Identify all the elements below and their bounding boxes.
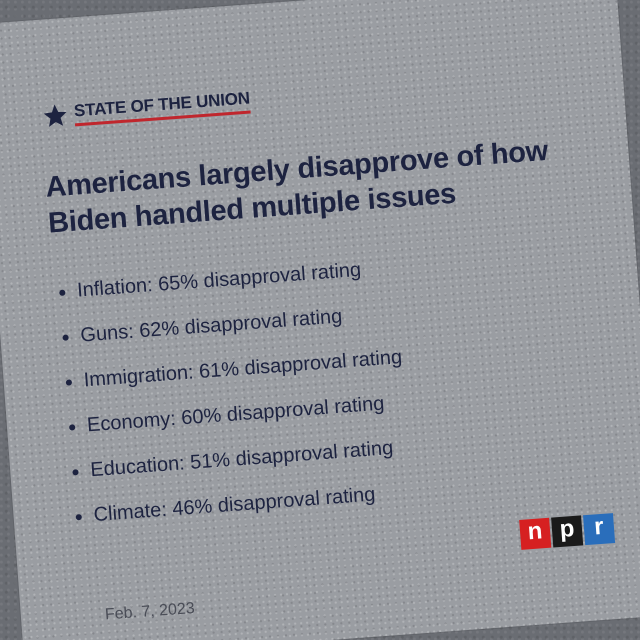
bullet-icon (65, 378, 73, 386)
section-label: STATE OF THE UNION (73, 88, 251, 127)
star-icon (43, 104, 67, 127)
bullet-icon (75, 513, 82, 520)
issue-text: Climate: 46% disapproval rating (92, 483, 377, 527)
bullet-icon (68, 423, 76, 431)
bullet-icon (62, 333, 69, 341)
issues-list: Inflation: 65% disapproval rating Guns: … (52, 245, 414, 539)
bullet-icon (59, 289, 66, 296)
bullet-icon (72, 468, 79, 476)
section-brand: STATE OF THE UNION (41, 88, 251, 130)
npr-letter-r: r (583, 513, 616, 546)
npr-logo: n p r (519, 513, 616, 550)
headline: Americans largely disapprove of how Bide… (44, 134, 550, 240)
publish-date: Feb. 7, 2023 (104, 599, 196, 624)
npr-letter-p: p (551, 515, 584, 548)
npr-letter-n: n (519, 517, 552, 550)
